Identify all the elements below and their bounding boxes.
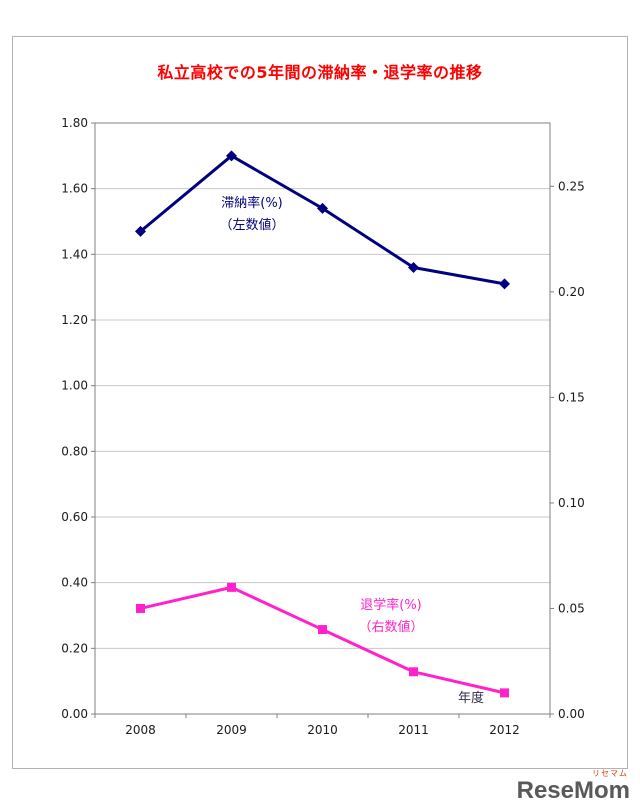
- resemom-logo: リセマム ReseMom: [516, 769, 630, 804]
- chart-title: 私立高校での5年間の滞納率・退学率の推移: [157, 63, 483, 82]
- logo-ruby-text: リセマム: [592, 769, 628, 778]
- right-axis-label: 0.15: [558, 390, 585, 404]
- right-axis-label: 0.25: [558, 179, 585, 193]
- x-axis-unit-label: 年度: [458, 690, 484, 706]
- series-annotation: （右数値）: [358, 619, 423, 635]
- x-axis-label: 2009: [216, 723, 247, 737]
- series-line-1: [139, 585, 506, 695]
- left-axis-label: 0.80: [61, 444, 88, 458]
- series-annotation: （左数値）: [219, 217, 284, 233]
- left-axis-label: 0.60: [61, 510, 88, 524]
- right-axis-label: 0.10: [558, 496, 585, 510]
- series-marker-square: [136, 603, 145, 613]
- series-marker-diamond: [499, 278, 510, 290]
- series-marker-square: [318, 625, 327, 635]
- x-axis-label: 2012: [489, 723, 520, 737]
- series-marker-diamond: [226, 150, 237, 162]
- series-marker-square: [409, 667, 418, 677]
- left-axis-label: 1.60: [61, 182, 88, 196]
- series-marker-square: [227, 582, 236, 592]
- series-annotation: 退学率(%): [360, 597, 422, 613]
- series-marker-square: [500, 688, 509, 698]
- plot-border: [94, 122, 551, 715]
- x-axis-label: 2008: [125, 723, 156, 737]
- left-axis-label: 0.20: [61, 641, 88, 655]
- right-axis-label: 0.05: [558, 601, 585, 615]
- left-axis-label: 1.00: [61, 379, 88, 393]
- series-annotation: 滞納率(%): [221, 195, 283, 211]
- logo-text: ReseMom: [516, 777, 630, 804]
- series-marker-diamond: [135, 225, 146, 237]
- line-chart: 0.00 0.20 0.40 0.60 0.80 1.00 1.20 1.40 1.60 1.80…: [61, 116, 585, 737]
- x-axis-label: 2011: [398, 723, 429, 737]
- series-marker-diamond: [317, 202, 328, 214]
- left-axis-label: 1.80: [61, 116, 88, 130]
- left-axis-label: 0.40: [61, 576, 88, 590]
- series-marker-diamond: [408, 261, 419, 273]
- right-axis-label: 0.00: [558, 707, 585, 721]
- x-axis-label: 2010: [307, 723, 338, 737]
- series-line-0: [139, 154, 506, 286]
- left-axis-label: 0.00: [61, 707, 88, 721]
- left-axis-label: 1.40: [61, 247, 88, 261]
- chart-frame: 私立高校での5年間の滞納率・退学率の推移 0.00 0.20 0.40 0.60 0.8…: [12, 36, 628, 769]
- right-axis-label: 0.20: [558, 285, 585, 299]
- left-axis-label: 1.20: [61, 313, 88, 327]
